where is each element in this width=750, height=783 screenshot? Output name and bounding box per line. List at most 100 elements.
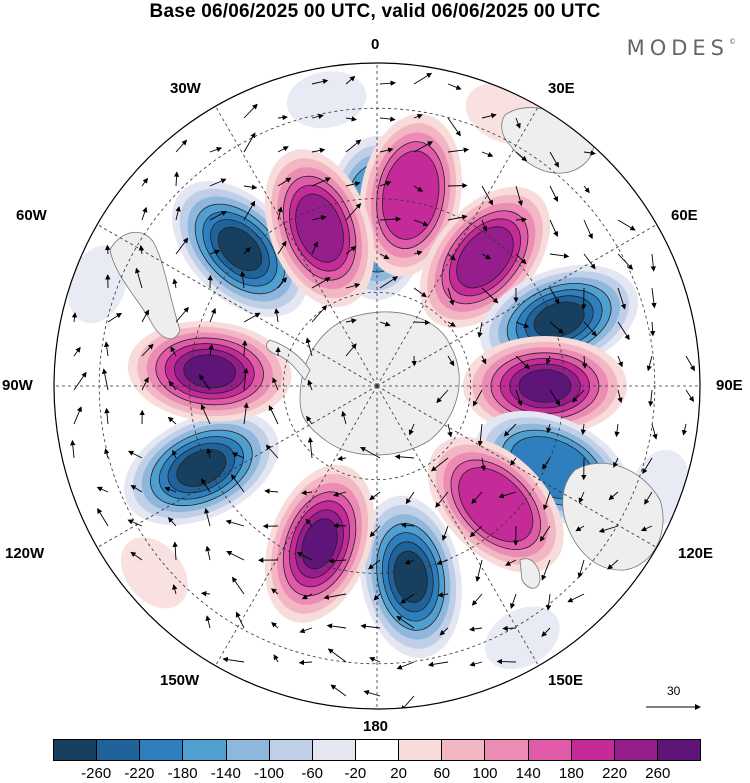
wind-vector (510, 593, 517, 609)
wind-vector (549, 321, 564, 334)
australia-land (562, 462, 664, 571)
logo-text: MODES (626, 36, 729, 60)
wind-vector (277, 146, 289, 153)
wind-vector (172, 449, 178, 459)
wind-vector (271, 622, 279, 629)
wind-vector (141, 343, 154, 357)
wind-vector (305, 518, 313, 527)
colorbar-segment (226, 740, 270, 760)
colorbar (53, 739, 701, 761)
wind-vector (328, 558, 347, 564)
wind-vector (447, 321, 456, 327)
wind-vector (515, 355, 530, 370)
wind-vector (327, 648, 347, 663)
lon-label-0: 0 (371, 36, 380, 53)
wind-vector (301, 593, 313, 600)
wind-vector (311, 304, 328, 323)
wind-vector (481, 185, 494, 206)
wind-vector (73, 371, 87, 391)
wind-vector (243, 103, 258, 119)
new-zealand-land (519, 558, 541, 589)
wind-vector (644, 491, 653, 505)
wind-vector (306, 415, 313, 425)
wind-vector (400, 522, 415, 528)
wind-vector (307, 379, 313, 391)
wind-vector (311, 78, 329, 85)
wind-vector (235, 611, 245, 629)
wind-vector (127, 519, 143, 527)
wind-vector (135, 267, 143, 289)
colorbar-segment (54, 740, 98, 760)
colorbar-segment (97, 740, 141, 760)
wind-vector (305, 337, 313, 357)
colorbar-segment (657, 740, 701, 760)
wind-vector (333, 522, 347, 529)
wind-vector (400, 593, 415, 604)
wind-vector (572, 389, 585, 403)
wind-vector (138, 244, 145, 255)
colorbar-tick-label: -100 (253, 765, 285, 782)
wind-vector (231, 576, 245, 595)
wind-vector (277, 277, 287, 289)
colorbar-segment (269, 740, 313, 760)
wind-vector (173, 171, 180, 187)
wind-vector (167, 517, 177, 527)
wind-vector (404, 559, 415, 565)
wind-vector (515, 389, 523, 407)
wind-vector (277, 114, 288, 121)
wind-vector (175, 205, 181, 221)
wind-vector (175, 139, 188, 153)
wind-vector (209, 178, 227, 187)
wind-vector (311, 277, 331, 289)
wind-vector (243, 312, 261, 323)
anomaly-contour-fill (217, 226, 263, 272)
map-title: Base 06/06/2025 00 UTC, valid 06/06/2025… (149, 1, 601, 22)
wind-vector (394, 454, 415, 460)
wind-vector (515, 216, 528, 223)
wind-vector (311, 241, 318, 255)
colorbar-tick-label: -220 (124, 765, 155, 782)
wind-vector (685, 355, 695, 372)
wind-vector (141, 376, 149, 391)
lon-label-30w: 30W (170, 80, 201, 97)
wind-vector (101, 368, 109, 391)
colorbar-tick-label: 140 (515, 765, 541, 782)
wind-vector (469, 525, 483, 538)
wind-vector (648, 389, 654, 407)
wind-vector (580, 423, 586, 436)
wind-vector (141, 177, 148, 187)
wind-vector (204, 507, 211, 527)
wind-vector (360, 446, 381, 459)
wind-vector (164, 486, 177, 493)
wind-vector (277, 206, 283, 221)
wind-vector (345, 139, 362, 153)
wind-vector (70, 439, 76, 459)
wind-vector (617, 219, 636, 231)
colorbar-tick-label: 220 (602, 765, 628, 782)
wind-vector (549, 287, 560, 305)
wind-vector (640, 525, 653, 532)
wind-vector (345, 116, 357, 122)
colorbar-tick-label: -60 (301, 765, 324, 782)
wind-vector (541, 627, 551, 637)
wind-vector (104, 341, 110, 357)
map-border (53, 62, 701, 710)
wind-vector (243, 132, 256, 153)
colorbar-tick-label: -20 (344, 765, 367, 782)
wind-vector (243, 402, 249, 425)
wind-vector (222, 656, 245, 663)
wind-vector (502, 625, 517, 632)
wind-vector (172, 278, 178, 289)
latitude-circle (282, 291, 472, 481)
logo-mark: © (729, 38, 736, 46)
wind-vector (345, 282, 361, 289)
wind-vector (199, 374, 211, 391)
wind-vector (408, 423, 415, 436)
wind-vector (168, 380, 177, 391)
wind-vector (546, 355, 552, 365)
anomaly-blob (127, 321, 292, 422)
wind-vector (345, 318, 357, 324)
wind-vector (243, 367, 249, 391)
colorbar-segment (571, 740, 615, 760)
wind-vector (583, 253, 596, 270)
